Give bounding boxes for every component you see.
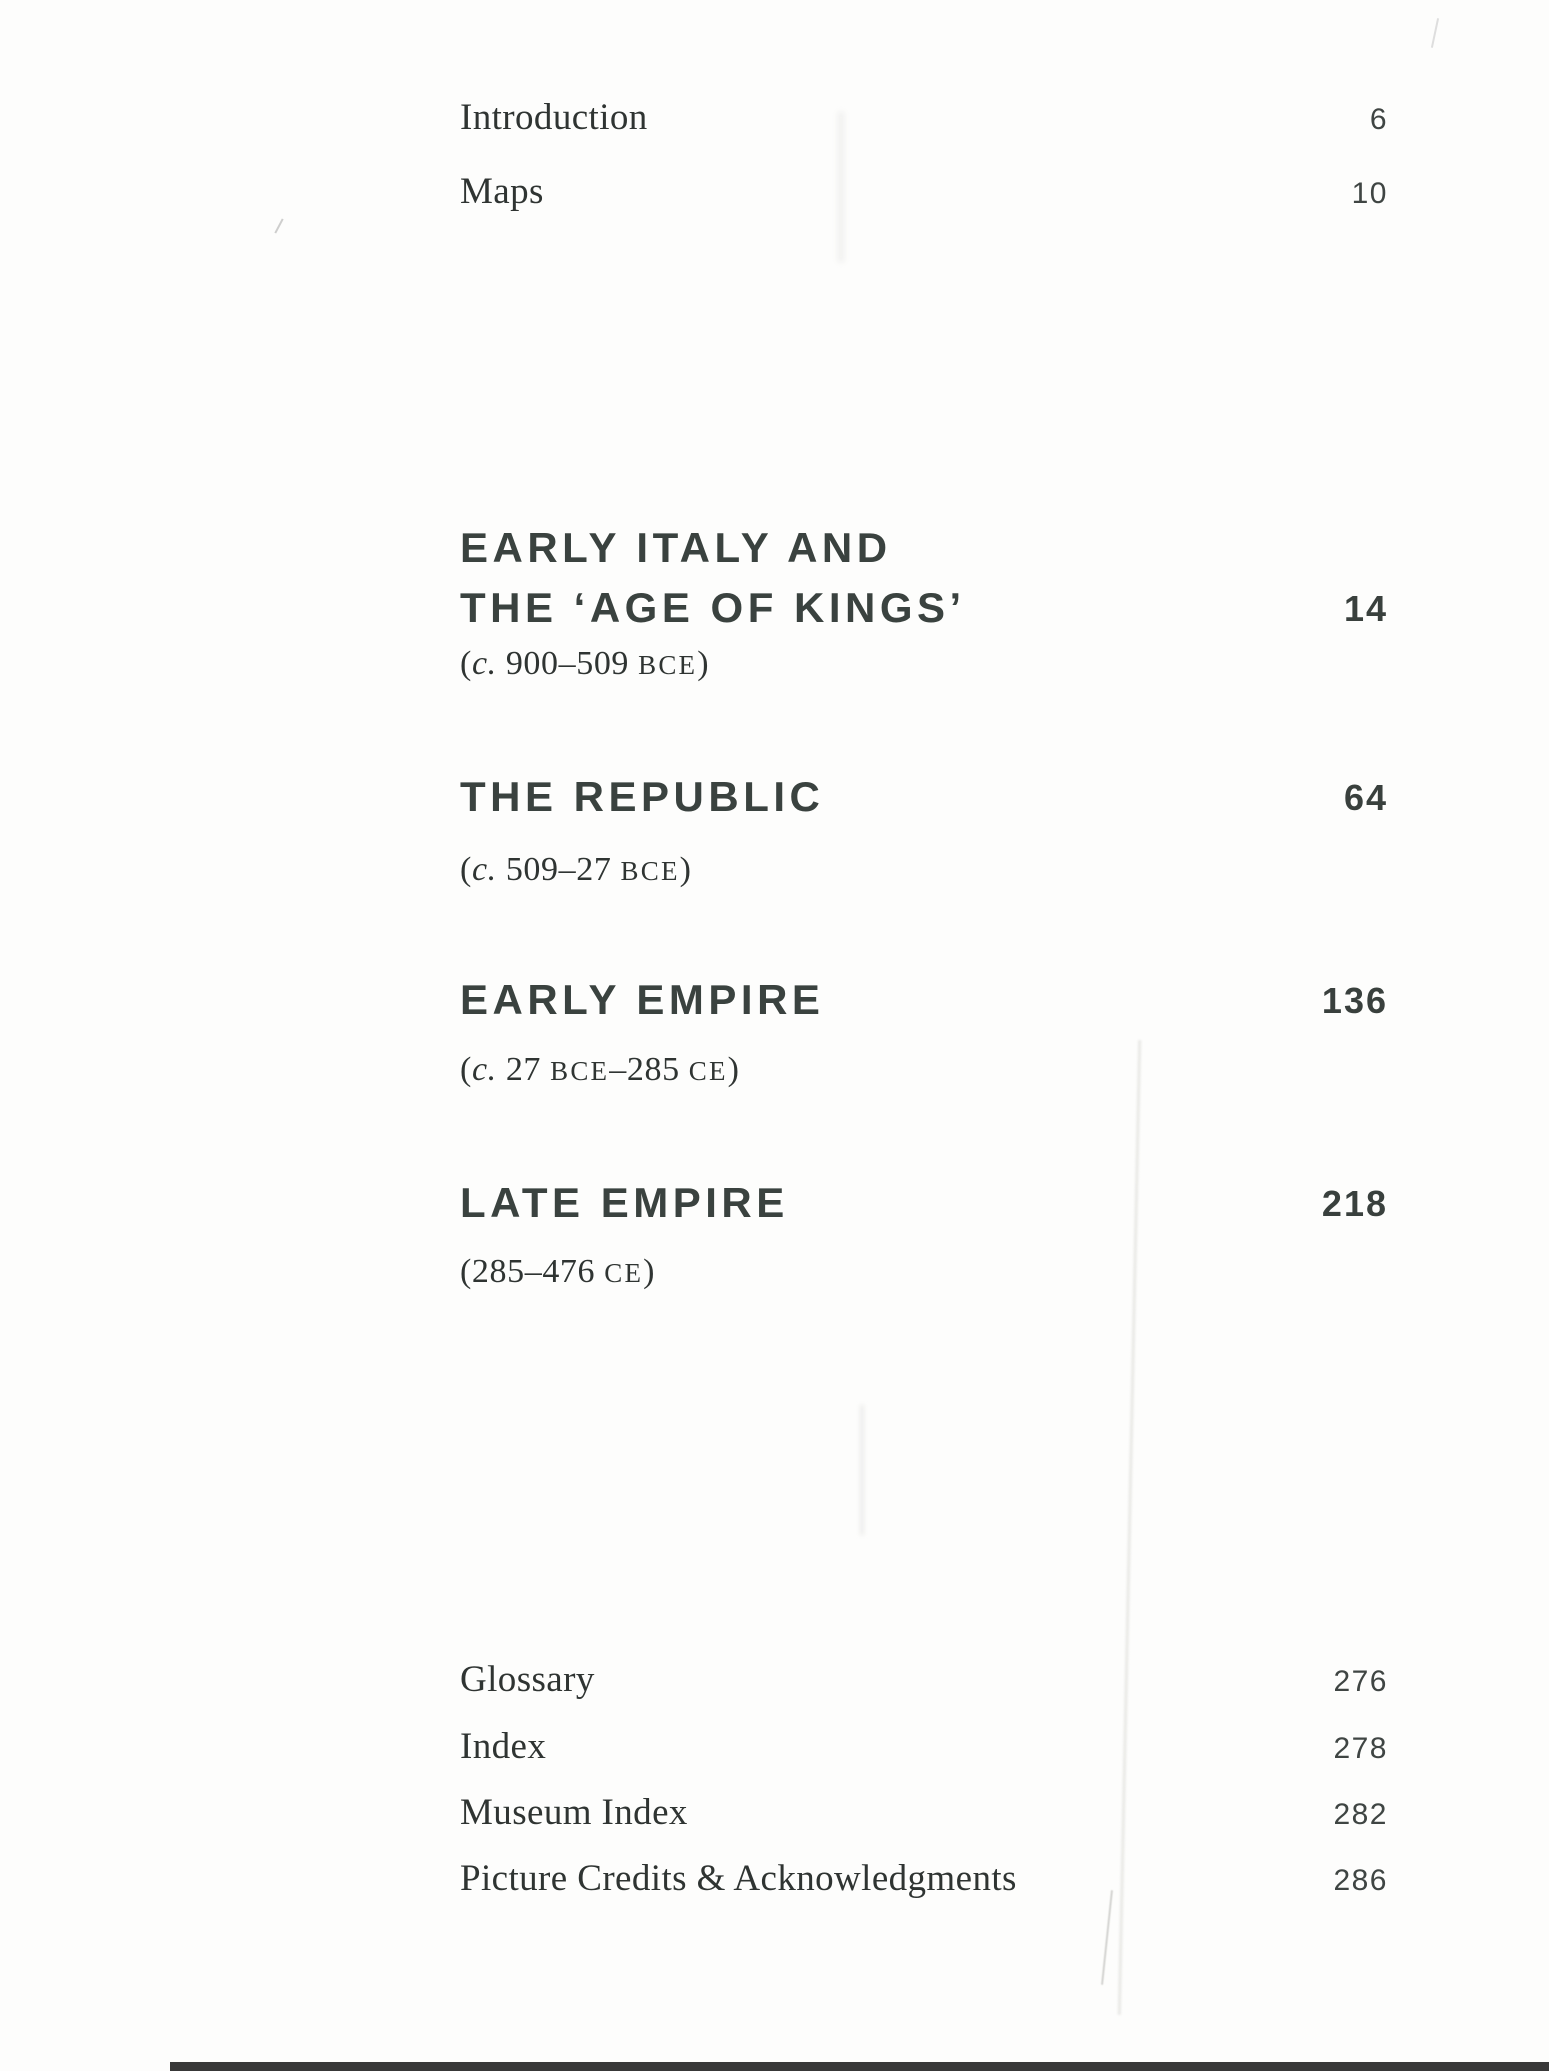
toc-item-page-number: 276 (1333, 1665, 1388, 1698)
toc-row-maps: Maps 10 (460, 170, 1388, 213)
toc-item-label: Picture Credits & Acknowledgments (460, 1858, 1017, 1899)
toc-item-page-number: 282 (1333, 1798, 1388, 1831)
section-page-number: 64 (1343, 777, 1388, 818)
section-title: THE REPUBLIC (460, 767, 1388, 827)
toc-item-label: Maps (460, 171, 544, 212)
toc-item-label: Glossary (460, 1659, 595, 1700)
toc-row-glossary: Glossary 276 (460, 1658, 1388, 1701)
section-title-line: THE ‘AGE OF KINGS’ (460, 584, 966, 631)
toc-item-label: Introduction (460, 97, 648, 138)
toc-section-early-empire: EARLY EMPIRE (c. 27 BCE–285 CE) 136 (460, 970, 1388, 1089)
section-page-number: 136 (1321, 980, 1388, 1021)
toc-item-page-number: 6 (1369, 103, 1388, 136)
toc-row-museum-index: Museum Index 282 (460, 1791, 1388, 1834)
toc-item-page-number: 278 (1333, 1732, 1388, 1765)
section-title-line: EARLY ITALY AND (460, 524, 892, 571)
section-title-line: EARLY EMPIRE (460, 976, 825, 1023)
toc-item-page-number: 286 (1333, 1864, 1388, 1897)
toc-item-page-number: 10 (1351, 177, 1388, 210)
toc-section-early-italy: EARLY ITALY AND THE ‘AGE OF KINGS’ (c. 9… (460, 518, 1388, 683)
toc-row-introduction: Introduction 6 (460, 96, 1388, 139)
scan-edge-bar (170, 2062, 1549, 2071)
section-page-number: 218 (1321, 1183, 1388, 1224)
scan-artifact-pencil-mark (274, 218, 284, 234)
section-dates: (c. 27 BCE–285 CE) (460, 1051, 740, 1088)
section-page-number: 14 (1343, 588, 1388, 629)
section-title: EARLY EMPIRE (460, 970, 1388, 1030)
section-dates: (285–476 CE) (460, 1253, 656, 1290)
toc-section-republic: THE REPUBLIC (c. 509–27 BCE) 64 (460, 767, 1388, 889)
toc-item-label: Museum Index (460, 1792, 688, 1833)
scan-artifact-corner-mark (1430, 18, 1440, 48)
scan-artifact-crease (1101, 1890, 1113, 1985)
toc-section-late-empire: LATE EMPIRE (285–476 CE) 218 (460, 1173, 1388, 1291)
section-title: EARLY ITALY AND THE ‘AGE OF KINGS’ (460, 518, 1388, 638)
toc-row-picture-credits: Picture Credits & Acknowledgments 286 (460, 1857, 1388, 1900)
toc-item-label: Index (460, 1726, 547, 1767)
section-title-line: LATE EMPIRE (460, 1179, 789, 1226)
section-title: LATE EMPIRE (460, 1173, 1388, 1233)
section-title-line: THE REPUBLIC (460, 773, 825, 820)
toc-row-index: Index 278 (460, 1725, 1388, 1768)
section-dates: (c. 900–509 BCE) (460, 645, 710, 682)
scan-artifact-streak (860, 1405, 864, 1535)
section-dates: (c. 509–27 BCE) (460, 851, 692, 888)
